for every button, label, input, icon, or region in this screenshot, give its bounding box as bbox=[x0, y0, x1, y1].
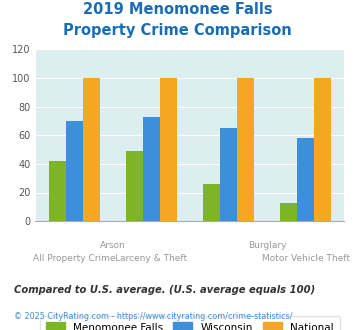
Bar bbox=[297, 138, 314, 221]
Text: Arson: Arson bbox=[100, 241, 126, 249]
Bar bbox=[49, 161, 66, 221]
Bar bbox=[237, 78, 254, 221]
Bar bbox=[143, 117, 160, 221]
Bar bbox=[126, 151, 143, 221]
Text: Compared to U.S. average. (U.S. average equals 100): Compared to U.S. average. (U.S. average … bbox=[14, 285, 316, 295]
Text: Motor Vehicle Theft: Motor Vehicle Theft bbox=[262, 254, 350, 263]
Bar bbox=[203, 184, 220, 221]
Text: 2019 Menomonee Falls: 2019 Menomonee Falls bbox=[83, 2, 272, 16]
Bar bbox=[66, 121, 83, 221]
Bar bbox=[83, 78, 100, 221]
Text: Burglary: Burglary bbox=[248, 241, 286, 249]
Bar bbox=[160, 78, 177, 221]
Text: Property Crime Comparison: Property Crime Comparison bbox=[63, 23, 292, 38]
Bar bbox=[220, 128, 237, 221]
Bar bbox=[280, 203, 297, 221]
Legend: Menomonee Falls, Wisconsin, National: Menomonee Falls, Wisconsin, National bbox=[39, 315, 340, 330]
Text: Larceny & Theft: Larceny & Theft bbox=[115, 254, 187, 263]
Bar bbox=[314, 78, 331, 221]
Text: All Property Crime: All Property Crime bbox=[33, 254, 115, 263]
Text: © 2025 CityRating.com - https://www.cityrating.com/crime-statistics/: © 2025 CityRating.com - https://www.city… bbox=[14, 312, 293, 321]
